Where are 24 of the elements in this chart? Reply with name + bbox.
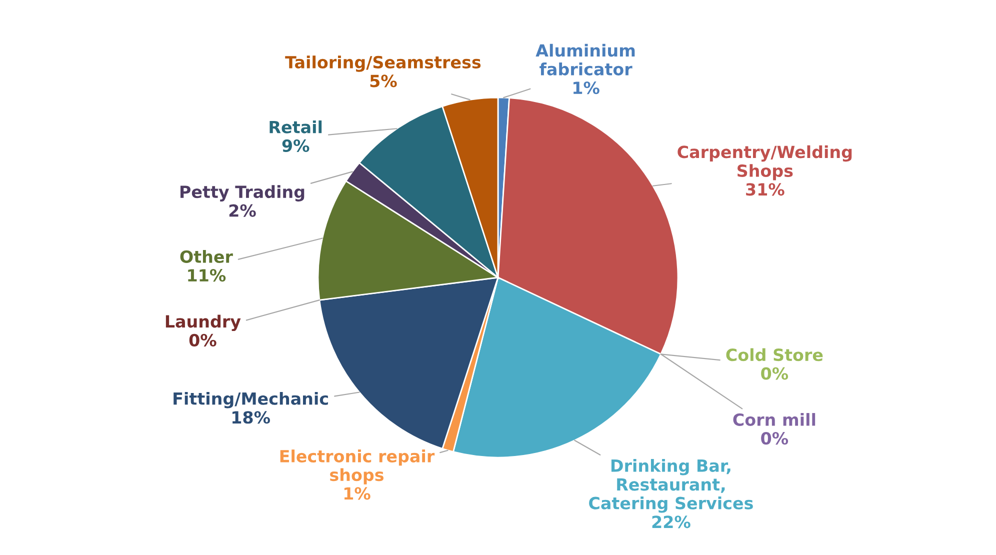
data-label: 31% [746, 183, 784, 196]
text: 0% [761, 432, 788, 445]
slice-label: Fitting/Mechanic [174, 392, 328, 408]
slice-label: Tailoring/Seamstress [285, 56, 481, 72]
data-label: 9% [282, 139, 310, 152]
data-label: 1% [344, 487, 370, 500]
category-label: Corn mill [733, 413, 816, 426]
data-label: 5% [370, 74, 397, 88]
data-label: 18% [232, 411, 270, 424]
data-label: 22% [652, 516, 690, 528]
slice-label: Petty Trading [180, 185, 304, 202]
slice-label: Retail [270, 120, 322, 134]
slice-label: Drinking Bar, Restaurant, Catering Services [589, 459, 753, 513]
text: 0% [761, 367, 788, 380]
data-label: 1% [574, 81, 600, 94]
text: 0% [189, 334, 216, 346]
slice-label: Electronic repair shops [280, 450, 435, 484]
slice-label: Aluminium fabricator [536, 44, 635, 76]
legend-label: Cold Store [726, 348, 823, 362]
data-label: 2% [229, 204, 256, 217]
category-label: Laundry [166, 314, 241, 332]
slice-label: Other [180, 250, 233, 263]
data-label: 11% [188, 269, 226, 282]
slice-label: Carpentry/Welding Shops [678, 145, 852, 180]
